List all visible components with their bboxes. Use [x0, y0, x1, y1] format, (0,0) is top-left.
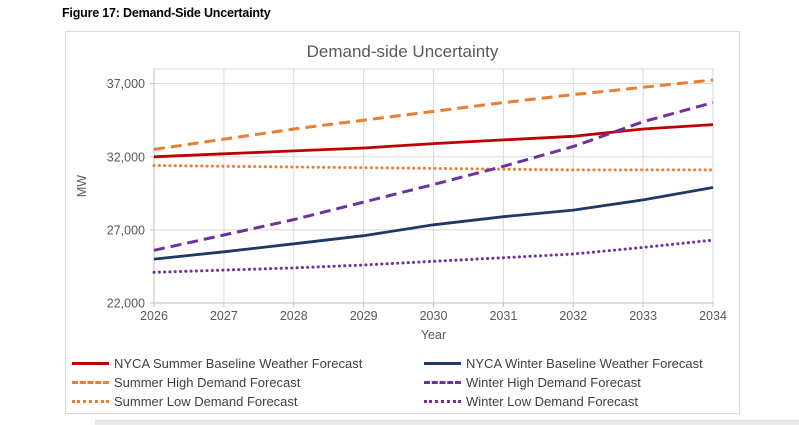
y-tick-label: 32,000: [107, 150, 145, 164]
legend-label: Summer Low Demand Forecast: [114, 394, 298, 409]
x-tick-label: 2027: [210, 309, 238, 323]
y-axis-title: MW: [75, 175, 89, 197]
y-tick-label: 27,000: [107, 223, 145, 237]
y-tick-label: 22,000: [107, 297, 145, 311]
x-tick-label: 2031: [489, 309, 517, 323]
legend-item-winter-baseline: NYCA Winter Baseline Weather Forecast: [424, 354, 735, 373]
x-tick-label: 2028: [280, 309, 308, 323]
legend-label: NYCA Winter Baseline Weather Forecast: [466, 356, 703, 371]
y-tick-label: 37,000: [107, 77, 145, 91]
legend-line-swatch: [424, 381, 461, 384]
legend-line-swatch: [424, 400, 461, 403]
x-axis-title: Year: [421, 328, 446, 342]
legend-item-summer-high: Summer High Demand Forecast: [72, 373, 424, 392]
series-line-1: [153, 186, 714, 261]
legend-item-winter-low: Winter Low Demand Forecast: [424, 392, 735, 411]
legend-line-swatch: [72, 381, 109, 384]
chart-title: Demand-side Uncertainty: [306, 42, 499, 61]
chart-container: Demand-side Uncertainty 22,000 27,000 32,0…: [65, 31, 740, 414]
legend-line-swatch: [72, 400, 109, 403]
legend-label: Winter Low Demand Forecast: [466, 394, 638, 409]
x-tick-label: 2026: [140, 309, 168, 323]
x-tick-label: 2030: [420, 309, 448, 323]
legend-line-swatch: [424, 362, 461, 365]
series-line-5: [152, 238, 715, 274]
series-line-3: [153, 101, 714, 252]
figure-caption: Figure 17: Demand-Side Uncertainty: [62, 6, 271, 20]
x-tick-label: 2033: [629, 309, 657, 323]
x-tick-label: 2029: [350, 309, 378, 323]
x-tick-label: 2034: [699, 309, 727, 323]
legend-label: Summer High Demand Forecast: [114, 375, 301, 390]
legend-label: NYCA Summer Baseline Weather Forecast: [114, 356, 363, 371]
legend-item-summer-baseline: NYCA Summer Baseline Weather Forecast: [72, 354, 424, 373]
legend-label: Winter High Demand Forecast: [466, 375, 641, 390]
x-tick-label: 2032: [559, 309, 587, 323]
legend-line-swatch: [72, 362, 109, 365]
series-line-2: [153, 78, 714, 151]
series-line-4: [152, 164, 715, 172]
chart-legend: NYCA Summer Baseline Weather Forecast NY…: [72, 354, 735, 411]
legend-item-summer-low: Summer Low Demand Forecast: [72, 392, 424, 411]
line-chart: 22,000 27,000 32,000 37,000 2026 2027 2028 2029…: [75, 68, 727, 342]
next-figure-top-edge: [95, 420, 799, 425]
legend-item-winter-high: Winter High Demand Forecast: [424, 373, 735, 392]
